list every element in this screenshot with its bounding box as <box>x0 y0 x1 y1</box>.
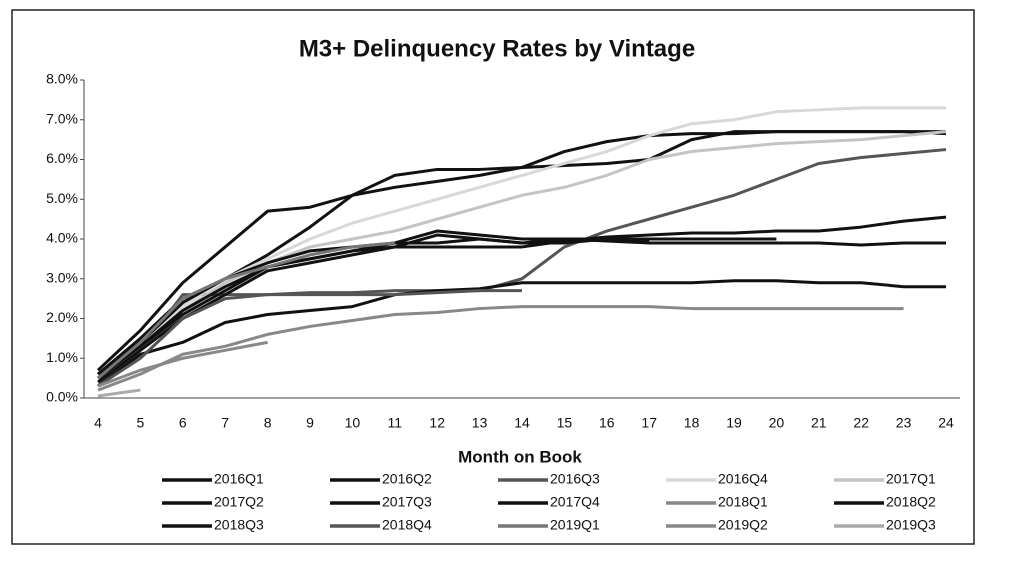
x-tick-label: 22 <box>853 415 869 431</box>
legend-label: 2018Q4 <box>382 517 432 533</box>
legend-label: 2017Q1 <box>886 471 936 487</box>
chart-border <box>11 9 975 545</box>
y-tick-label: 4.0% <box>46 230 78 246</box>
series-line <box>97 229 777 380</box>
y-tick-label: 5.0% <box>46 190 78 206</box>
legend-label: 2018Q3 <box>214 517 264 533</box>
series-line <box>97 148 947 388</box>
series-line <box>97 279 946 388</box>
y-tick-label: 2.0% <box>46 309 78 325</box>
y-tick-label: 0.0% <box>46 389 78 405</box>
x-tick-label: 4 <box>94 415 102 431</box>
legend-label: 2019Q2 <box>718 517 768 533</box>
legend-label: 2016Q3 <box>550 471 600 487</box>
x-tick-label: 20 <box>769 415 785 431</box>
x-tick-label: 17 <box>641 415 657 431</box>
y-tick-label: 8.0% <box>46 71 78 87</box>
x-tick-label: 21 <box>811 415 827 431</box>
x-tick-label: 12 <box>429 415 445 431</box>
series-line <box>97 340 268 388</box>
series-line <box>97 289 522 388</box>
legend-label: 2019Q3 <box>886 517 936 533</box>
x-tick-label: 19 <box>726 415 742 431</box>
legend-label: 2017Q4 <box>550 494 600 510</box>
legend-label: 2016Q1 <box>214 471 264 487</box>
x-tick-label: 16 <box>599 415 615 431</box>
legend-label: 2017Q3 <box>382 494 432 510</box>
legend-label: 2016Q4 <box>718 471 768 487</box>
legend-label: 2019Q1 <box>550 517 600 533</box>
x-tick-label: 23 <box>896 415 912 431</box>
x-tick-label: 7 <box>221 415 229 431</box>
y-tick-label: 7.0% <box>46 110 78 126</box>
chart-title: M3+ Delinquency Rates by Vintage <box>299 35 695 62</box>
legend-label: 2018Q1 <box>718 494 768 510</box>
x-tick-label: 18 <box>684 415 700 431</box>
x-tick-label: 10 <box>345 415 361 431</box>
x-tick-label: 5 <box>137 415 145 431</box>
x-tick-label: 15 <box>557 415 573 431</box>
x-tick-label: 13 <box>472 415 488 431</box>
x-tick-label: 8 <box>264 415 272 431</box>
y-tick-label: 3.0% <box>46 269 78 285</box>
x-axis-label: Month on Book <box>458 447 582 466</box>
y-tick-label: 1.0% <box>46 349 78 365</box>
x-tick-label: 6 <box>179 415 187 431</box>
series-line <box>97 305 904 392</box>
x-tick-label: 9 <box>306 415 314 431</box>
y-tick-label: 6.0% <box>46 150 78 166</box>
series-line <box>97 130 947 384</box>
series-line <box>97 241 395 380</box>
series-line <box>97 388 141 398</box>
series-line <box>97 215 947 380</box>
legend-label: 2016Q2 <box>382 471 432 487</box>
x-tick-label: 11 <box>388 415 403 431</box>
legend-label: 2018Q2 <box>886 494 936 510</box>
legend-label: 2017Q2 <box>214 494 264 510</box>
x-tick-label: 14 <box>514 415 530 431</box>
x-tick-label: 24 <box>938 415 954 431</box>
series-line <box>97 130 947 376</box>
